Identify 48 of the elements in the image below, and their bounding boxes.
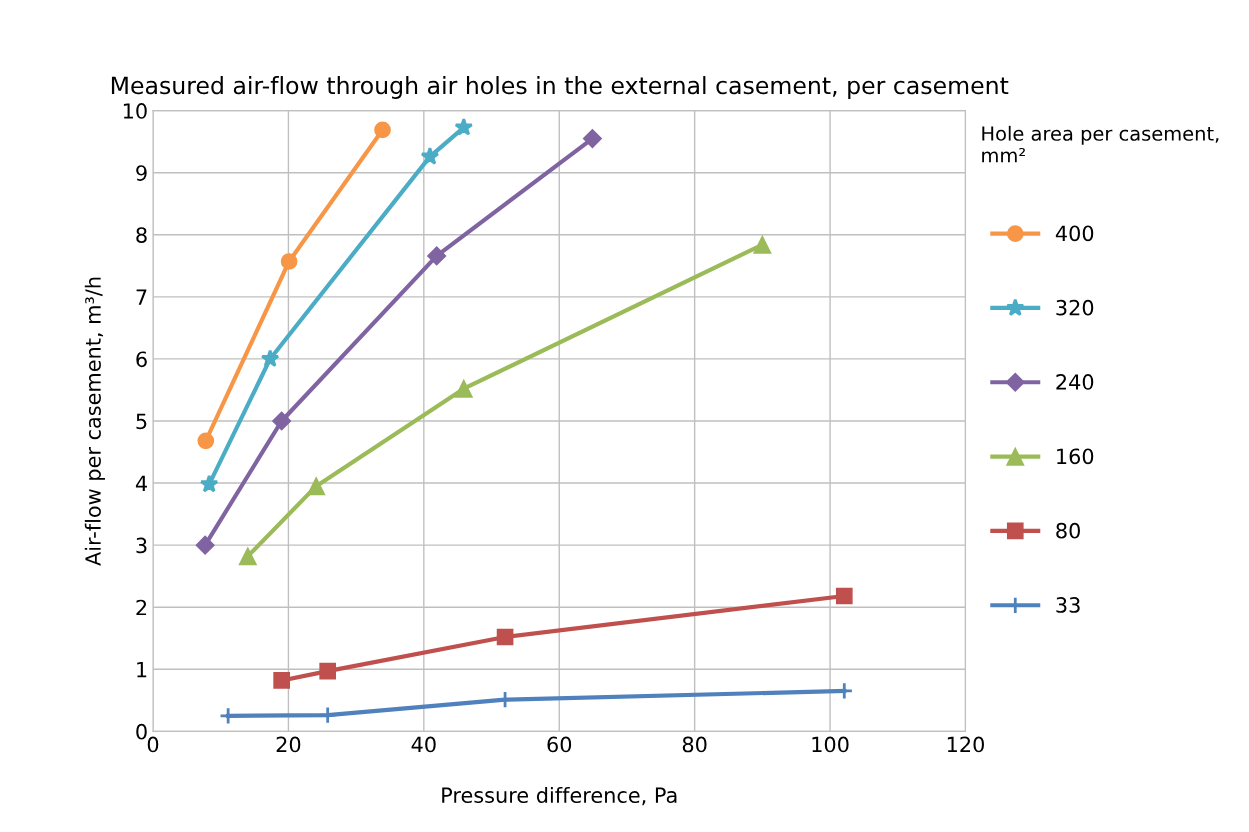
point <box>835 587 853 605</box>
point <box>374 121 391 139</box>
point <box>427 246 447 266</box>
legend-label: 400 <box>1055 225 1094 242</box>
y-tick-label: 6 <box>136 351 147 368</box>
x-axis-title: Pressure difference, Pa <box>442 786 677 806</box>
x-tick-label: 80 <box>682 736 707 753</box>
point <box>319 662 337 680</box>
point <box>454 379 473 398</box>
chart-title: Measured air-flow through air holes in the external casement, per casement <box>111 76 1009 99</box>
point <box>318 706 337 725</box>
point <box>280 253 298 270</box>
point <box>273 672 290 689</box>
y-tick-label: 7 <box>136 289 147 305</box>
point <box>307 477 326 496</box>
legend-label: 160 <box>1057 448 1094 465</box>
point <box>496 628 514 646</box>
point <box>260 349 280 368</box>
point <box>753 235 772 254</box>
legend-title: Hole area per casement, mm² <box>982 125 1219 163</box>
point <box>454 117 474 136</box>
x-tick-label: 0 <box>147 736 159 753</box>
legend-label: 320 <box>1056 299 1094 316</box>
x-tick-label: 20 <box>276 736 301 753</box>
point <box>582 129 602 149</box>
x-tick-label: 120 <box>947 736 984 753</box>
y-tick-label: 2 <box>136 599 147 616</box>
y-tick-label: 8 <box>136 227 147 243</box>
point <box>197 432 215 450</box>
x-tick-label: 100 <box>812 736 849 753</box>
point <box>420 146 440 165</box>
point <box>238 547 257 566</box>
y-tick-label: 1 <box>137 661 147 678</box>
point <box>199 474 219 493</box>
x-tick-label: 60 <box>547 736 572 753</box>
y-tick-label: 3 <box>136 537 147 554</box>
y-tick-label: 9 <box>136 165 147 181</box>
point <box>195 535 215 555</box>
point <box>272 411 292 431</box>
y-axis-title: Air-flow per casement, m³/h <box>84 277 105 566</box>
legend-label: 33 <box>1056 597 1080 613</box>
y-tick-label: 4 <box>135 475 147 491</box>
y-tick-label: 5 <box>136 413 147 430</box>
x-tick-label: 40 <box>411 736 436 753</box>
y-tick-label: 0 <box>136 723 147 740</box>
y-tick-label: 10 <box>123 103 147 119</box>
legend-label: 240 <box>1056 374 1094 390</box>
legend-label: 80 <box>1056 522 1080 539</box>
